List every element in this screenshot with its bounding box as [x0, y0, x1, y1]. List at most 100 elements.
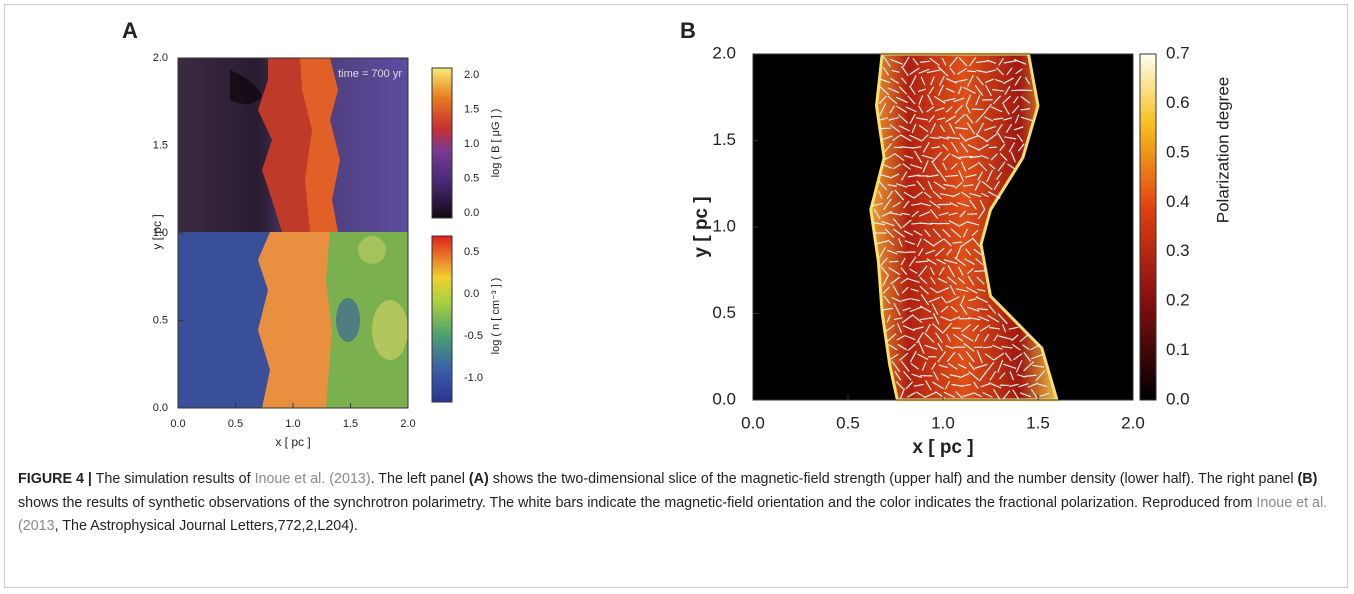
polarization-bar: [937, 287, 950, 294]
polarization-bar: [949, 284, 956, 296]
polarization-bar: [887, 184, 897, 187]
polarization-bar: [983, 346, 993, 349]
polarization-bar: [958, 57, 968, 67]
polarization-bar: [1014, 75, 1022, 86]
polarization-bar: [913, 230, 923, 237]
caption: FIGURE 4 | The simulation results of Ino…: [18, 468, 1340, 539]
polarization-bar: [937, 66, 949, 77]
polarization-bar: [978, 370, 988, 382]
polarization-bar: [1014, 114, 1020, 124]
polarization-bar: [984, 69, 997, 74]
polarization-bar: [892, 228, 905, 238]
polarization-bar: [881, 211, 893, 218]
polarization-bar: [937, 170, 947, 182]
polarization-bar: [881, 220, 895, 227]
polarization-bar: [904, 240, 915, 245]
polarization-bar: [911, 314, 923, 324]
polarization-bar: [878, 190, 883, 200]
polarization-bar: [947, 265, 956, 278]
polarization-bar: [921, 361, 927, 371]
polarization-bar: [937, 84, 944, 96]
polarization-bar: [946, 351, 956, 362]
citation-link[interactable]: Inoue et al. (2013): [254, 471, 371, 487]
polarization-bar: [968, 199, 977, 210]
polarization-bar: [993, 117, 1004, 121]
colorbar-tick-label: 0.5: [464, 172, 479, 184]
polarization-bar: [882, 67, 890, 76]
polarization-bar: [948, 122, 956, 134]
polarization-bar: [941, 57, 947, 66]
polarization-bar: [911, 373, 923, 379]
polarization-bar: [980, 192, 989, 198]
polarization-bar: [896, 250, 907, 254]
polarization-bar: [977, 315, 990, 322]
polarization-bar: [1037, 383, 1048, 388]
polarization-bar: [985, 133, 998, 143]
polarization-bar: [909, 134, 922, 142]
polarization-bar: [888, 117, 899, 121]
polarization-bar: [965, 286, 978, 294]
polarization-bar: [984, 125, 996, 131]
polarization-bar: [909, 164, 923, 169]
colorbar-tick-label: 0.2: [1166, 291, 1190, 310]
polarization-bar: [901, 297, 911, 302]
polarization-bar: [975, 296, 989, 304]
polarization-bar: [889, 124, 901, 133]
figure-frame: [4, 4, 1348, 588]
polarization-bar: [980, 154, 989, 160]
polarization-bar: [950, 305, 958, 313]
polarization-bar: [979, 324, 991, 332]
polarization-bar: [900, 267, 908, 275]
polarization-bar: [909, 85, 916, 95]
polarization-bar: [900, 77, 908, 85]
polarization-bar: [1013, 58, 1027, 65]
polarization-bar: [942, 144, 949, 151]
polarization-bar: [964, 258, 975, 265]
colorbar-tick-label: 0.6: [1166, 93, 1190, 112]
polarization-bar: [984, 78, 994, 84]
polarization-bar: [907, 392, 916, 398]
x-tick-label: 1.0: [931, 413, 955, 432]
polarization-bar: [924, 332, 935, 343]
x-tick-label: 1.5: [343, 418, 358, 430]
polarization-bar: [919, 276, 928, 285]
annotation: time = 700 yr: [338, 68, 402, 80]
polarization-bar: [952, 333, 963, 342]
polarization-bar: [897, 323, 903, 334]
polarization-bar: [913, 383, 924, 387]
polarization-bar: [1015, 68, 1023, 75]
polarization-bar: [901, 286, 909, 294]
polarization-bar: [957, 67, 967, 75]
polarization-bar: [1030, 344, 1041, 351]
y-axis-label: y [ pc ]: [691, 196, 712, 257]
polarization-bar: [902, 163, 911, 170]
polarization-bar: [918, 124, 929, 133]
polarization-bar: [927, 94, 934, 106]
polarization-bar: [977, 171, 983, 181]
polarization-bar: [989, 371, 997, 381]
y-tick-label: 0.0: [153, 402, 168, 414]
polarization-bar: [903, 200, 910, 209]
polarization-bar: [965, 94, 972, 106]
polarization-bar: [951, 154, 962, 160]
polarization-bar: [946, 333, 951, 342]
polarization-bar: [889, 105, 896, 114]
polarization-bar: [954, 78, 968, 83]
polarization-bar: [959, 373, 970, 379]
polarization-bar: [898, 125, 910, 132]
polarization-bar: [959, 220, 969, 227]
polarization-bar: [992, 88, 1004, 92]
polarization-bar: [896, 334, 906, 341]
polarization-bar: [916, 180, 926, 191]
polarization-bar: [950, 316, 961, 322]
polarization-bar: [954, 127, 969, 130]
polarization-bar: [886, 190, 894, 200]
citation-link[interactable]: Inoue et al. (2013: [18, 494, 1332, 535]
polarization-bar: [923, 191, 932, 199]
polarization-bar: [945, 106, 953, 113]
polarization-bar: [975, 258, 983, 266]
polarization-bar: [954, 104, 963, 114]
polarization-bar: [919, 285, 929, 295]
polarization-bar: [907, 343, 916, 351]
polarization-bar: [966, 213, 978, 215]
